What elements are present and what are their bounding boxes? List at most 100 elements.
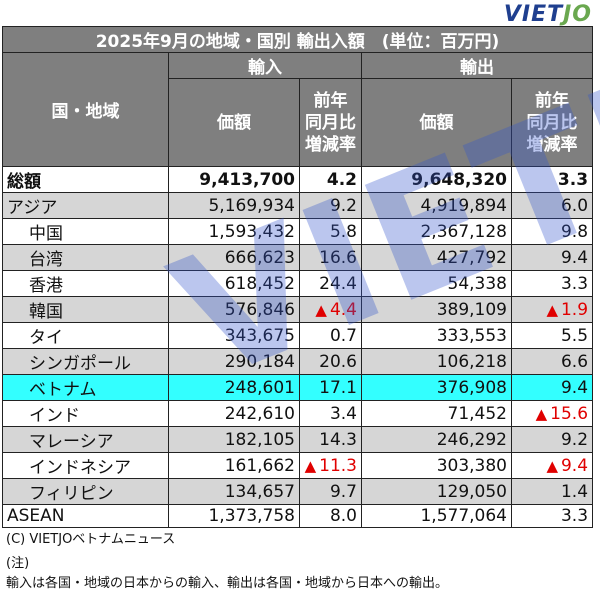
import-yoy: 17.1 [299,374,362,401]
region-name: アジア [2,192,169,219]
negative-triangle-icon: ▲ [304,456,317,475]
export-yoy: 3.3 [510,504,594,528]
export-yoy: 9.2 [510,426,594,453]
region-name: シンガポール [2,348,169,375]
region-name: タイ [2,322,169,349]
region-header: 国・地域 [2,52,169,167]
region-name: ASEAN [2,504,169,528]
import-value: 666,623 [168,244,300,271]
import-value-header: 価額 [168,78,300,167]
import-yoy: 20.6 [299,348,362,375]
export-value: 303,380 [361,452,512,479]
import-value: 9,413,700 [168,166,300,193]
import-value: 161,662 [168,452,300,479]
export-value: 333,553 [361,322,512,349]
region-name: インドネシア [2,452,169,479]
import-yoy: 14.3 [299,426,362,453]
table-body: 総額 9,413,700 4.2 9,648,320 3.3 アジア 5,169,934 9.… [2,166,594,528]
import-yoy: 24.4 [299,270,362,297]
import-yoy: 0.7 [299,322,362,349]
negative-triangle-icon: ▲ [546,300,558,319]
export-yoy: 3.3 [510,270,594,297]
export-header: 輸出 [360,52,594,79]
yoy-value: 9.4 [560,455,589,476]
logo-part-jo: JO [563,2,592,27]
export-value: 1,577,064 [361,504,512,528]
export-value-header: 価額 [361,78,512,167]
table-title: 2025年9月の地域・国別 輸出入額 (単位：百万円) [1,26,594,53]
export-yoy-header: 前年 同月比 増減率 [510,78,594,167]
negative-triangle-icon: ▲ [546,456,558,475]
yoy-header-line: 前年 [313,90,348,111]
negative-triangle-icon: ▲ [535,404,548,423]
export-yoy: 9.4 [510,374,594,401]
export-value: 2,367,128 [361,218,512,245]
yoy-value: 15.6 [550,403,589,424]
yoy-value: 1.9 [560,299,589,320]
export-yoy: ▲ 15.6 [510,400,594,427]
import-header: 輸入 [168,52,362,79]
import-yoy: 5.8 [299,218,362,245]
region-name: フィリピン [2,478,169,505]
export-value: 129,050 [361,478,512,505]
negative-triangle-icon: ▲ [315,300,327,319]
yoy-header-line: 同月比 [526,112,578,133]
import-value: 343,675 [168,322,300,349]
import-yoy-header: 前年 同月比 増減率 [299,78,362,167]
table-row: アジア 5,169,934 9.2 4,919,894 6.0 [2,192,594,219]
export-value: 54,338 [361,270,512,297]
trade-table: 2025年9月の地域・国別 輸出入額 (単位：百万円) 国・地域 輸入 輸出 価… [1,26,594,528]
region-name: 中国 [2,218,169,245]
import-value: 182,105 [168,426,300,453]
export-value: 9,648,320 [361,166,512,193]
import-yoy: ▲ 4.4 [299,296,362,323]
export-value: 246,292 [361,426,512,453]
region-name: 台湾 [2,244,169,271]
table-row: ベトナム 248,601 17.1 376,908 9.4 [2,374,594,401]
import-yoy: 9.2 [299,192,362,219]
vietjo-logo: VIETJO [504,2,592,27]
yoy-header-line: 同月比 [305,112,356,133]
table-row: 総額 9,413,700 4.2 9,648,320 3.3 [2,166,594,193]
table-row: タイ 343,675 0.7 333,553 5.5 [2,322,594,349]
yoy-header-line: 増減率 [305,134,356,155]
import-yoy: 3.4 [299,400,362,427]
import-value: 618,452 [168,270,300,297]
export-value: 427,792 [361,244,512,271]
import-value: 290,184 [168,348,300,375]
logo-part-viet: VIET [503,2,564,27]
table-row: インド 242,610 3.4 71,452 ▲ 15.6 [2,400,594,427]
import-value: 5,169,934 [168,192,300,219]
import-yoy: ▲ 11.3 [299,452,362,479]
export-value: 71,452 [361,400,512,427]
import-value: 1,373,758 [168,504,300,528]
export-yoy: 1.4 [510,478,594,505]
region-name: ベトナム [2,374,169,401]
footer-note-text: 輸入は各国・地域の日本からの輸入、輸出は各国・地域から日本への輸出。 [6,576,449,591]
export-yoy: 6.6 [510,348,594,375]
export-yoy: ▲ 1.9 [510,296,594,323]
import-yoy: 9.7 [299,478,362,505]
region-name: 総額 [2,166,169,193]
table-row: フィリピン 134,657 9.7 129,050 1.4 [2,478,594,505]
export-value: 389,109 [361,296,512,323]
export-value: 4,919,894 [361,192,512,219]
yoy-header-line: 前年 [535,90,570,111]
export-value: 106,218 [361,348,512,375]
table-row: ASEAN 1,373,758 8.0 1,577,064 3.3 [2,504,594,528]
export-yoy: 9.4 [510,244,594,271]
region-name: マレーシア [2,426,169,453]
export-yoy: 6.0 [510,192,594,219]
table-row: 台湾 666,623 16.6 427,792 9.4 [2,244,594,271]
import-value: 242,610 [168,400,300,427]
import-yoy: 16.6 [299,244,362,271]
import-yoy: 8.0 [299,504,362,528]
export-yoy: 5.5 [510,322,594,349]
yoy-value: 11.3 [319,455,357,476]
import-value: 1,593,432 [168,218,300,245]
table-row: シンガポール 290,184 20.6 106,218 6.6 [2,348,594,375]
region-name: インド [2,400,169,427]
yoy-value: 4.4 [329,299,357,320]
export-yoy: ▲ 9.4 [510,452,594,479]
export-yoy: 9.8 [510,218,594,245]
